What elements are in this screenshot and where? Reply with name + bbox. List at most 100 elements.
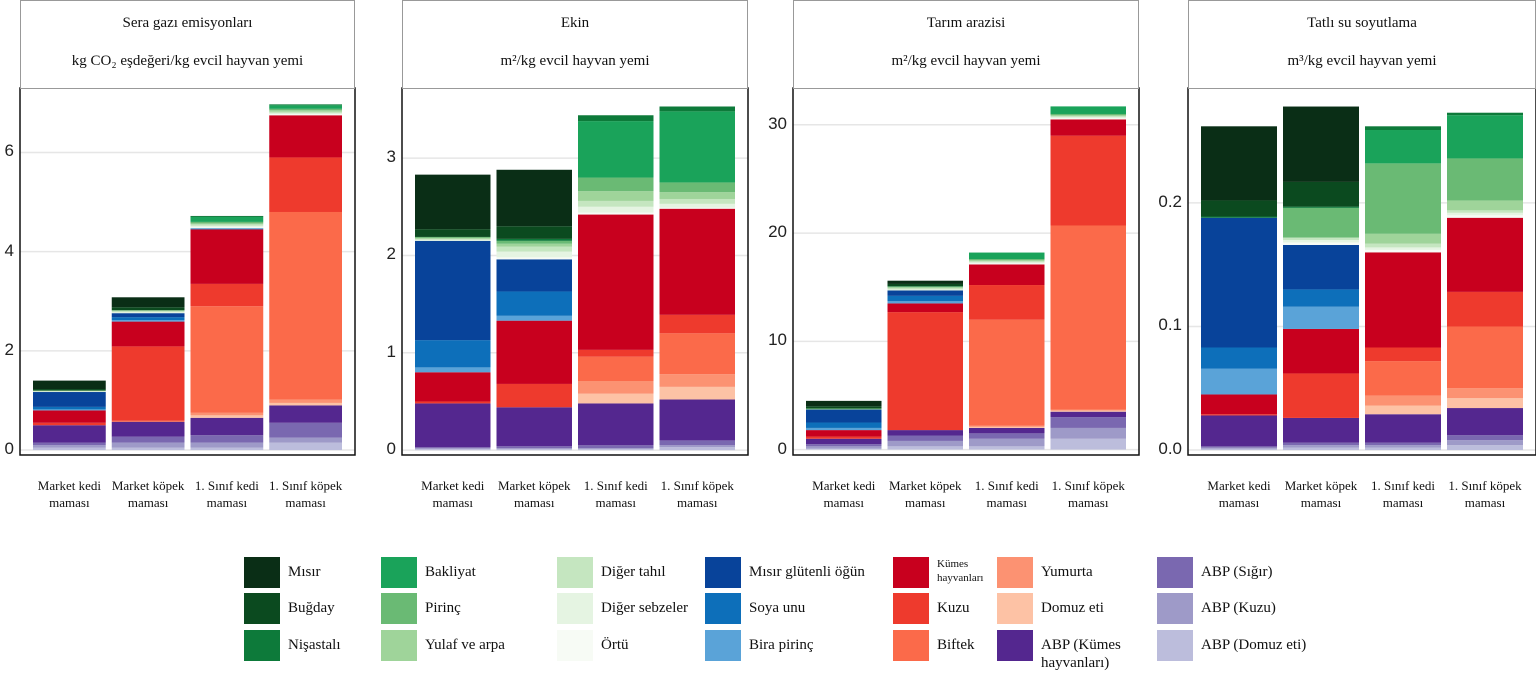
bar-segment: [578, 393, 654, 404]
bar-segment: [496, 407, 572, 447]
legend-label: Bakliyat: [425, 564, 476, 580]
bar-segment: [887, 280, 963, 284]
bar-segment: [111, 420, 185, 422]
bar-segment: [1050, 411, 1126, 418]
bar-segment: [578, 381, 654, 394]
bar-segment: [887, 287, 963, 289]
bar-segment: [33, 410, 106, 423]
bar-segment: [190, 221, 264, 224]
bar-segment: [415, 367, 491, 373]
bar-segment: [1283, 289, 1359, 307]
legend-swatch: [997, 557, 1033, 588]
panel-header: Tatlı su soyutlama m³/kg evcil hayvan yem…: [1188, 0, 1536, 89]
bar-segment: [806, 448, 882, 450]
bar-segment: [578, 177, 654, 192]
bar-segment: [1283, 417, 1359, 443]
bar-segment: [269, 405, 342, 423]
bar-segment: [806, 400, 882, 407]
bar-segment: [1283, 442, 1359, 446]
bar-segment: [806, 427, 882, 431]
legend-swatch: [557, 593, 593, 624]
panel-subtitle: m²/kg evcil hayvan yemi: [891, 53, 1041, 69]
bar-segment: [1447, 291, 1523, 327]
y-tick-label: 0.2: [1158, 191, 1182, 211]
legend-swatch: [244, 593, 280, 624]
legend-label: Buğday: [288, 600, 335, 616]
x-tick-label: Market kedi maması: [421, 478, 485, 510]
bar-segment: [1050, 410, 1126, 412]
bar-segment: [1201, 200, 1277, 217]
bar-segment: [111, 442, 185, 448]
bar-segment: [1050, 106, 1126, 114]
x-tick-label: 1. Sınıf köpek maması: [660, 478, 734, 510]
bar-segment: [269, 114, 342, 116]
bar-segment: [887, 286, 963, 288]
bar-segment: [269, 105, 342, 109]
bar-segment: [190, 306, 264, 413]
bar-segment: [1365, 405, 1441, 415]
y-tick-label: 4: [4, 240, 14, 260]
legend-label: Diğer sebzeler: [601, 600, 689, 616]
legend-swatch: [893, 557, 929, 588]
x-tick-label: 1. Sınıf köpek maması: [268, 478, 343, 510]
bar-segment: [496, 169, 572, 227]
bar-segment: [269, 422, 342, 438]
bar-segment: [1447, 115, 1523, 159]
bar-segment: [415, 449, 491, 451]
bar-segment: [415, 447, 491, 449]
bar-segment: [190, 283, 264, 307]
bar-segment: [1447, 326, 1523, 389]
bar-segment: [969, 319, 1045, 426]
bar-segment: [1365, 395, 1441, 406]
bar-segment: [1201, 414, 1277, 416]
bar-segment: [496, 448, 572, 450]
bar-segment: [415, 237, 491, 239]
bar-segment: [111, 436, 185, 443]
bar-segment: [969, 264, 1045, 286]
bar-segment: [806, 408, 882, 410]
bar-segment: [659, 440, 735, 446]
bar-segment: [887, 435, 963, 441]
bar-segment: [1201, 126, 1277, 201]
bar-segment: [578, 200, 654, 207]
bar-segment: [33, 380, 106, 390]
legend-swatch: [1157, 630, 1193, 661]
bar-segment: [806, 408, 882, 409]
legend-label: Kümes hayvanları: [937, 558, 984, 584]
bar-segment: [578, 121, 654, 178]
bar-segment: [1050, 417, 1126, 428]
legend-swatch: [381, 593, 417, 624]
bar-segment: [1283, 306, 1359, 329]
bar-segment: [806, 444, 882, 447]
legend-label: Domuz eti: [1041, 600, 1104, 616]
legend-swatch: [893, 630, 929, 661]
bar-segment: [578, 349, 654, 357]
bar-segment: [806, 406, 882, 409]
legend-swatch: [705, 557, 741, 588]
panel-subtitle: kg CO₂ eşdeğeri/kg evcil hayvan yemi: [71, 53, 304, 69]
bar-segment: [969, 433, 1045, 439]
bar-segment: [33, 442, 106, 446]
legend-label: ABP (Domuz eti): [1201, 637, 1307, 653]
bar-segment: [659, 106, 735, 112]
bar-segment: [1283, 181, 1359, 207]
x-tick-label: Market kedi maması: [37, 478, 101, 510]
bar-segment: [190, 412, 264, 416]
y-tick-label: 10: [768, 330, 787, 350]
panel-subtitle: m³/kg evcil hayvan yemi: [1287, 53, 1437, 69]
bar-segment: [1365, 249, 1441, 253]
bar-segment: [1447, 217, 1523, 292]
bar-segment: [1050, 115, 1126, 117]
bar-segment: [496, 449, 572, 451]
bar-segment: [1365, 130, 1441, 164]
bar-segment: [887, 430, 963, 436]
bar-segment: [33, 445, 106, 448]
bar-segment: [496, 315, 572, 321]
bar-segment: [111, 346, 185, 421]
bar-segment: [1365, 247, 1441, 250]
legend-label: Yulaf ve arpa: [425, 637, 505, 653]
bar-segment: [111, 307, 185, 311]
bar-segment: [659, 182, 735, 193]
bar-segment: [415, 229, 491, 237]
